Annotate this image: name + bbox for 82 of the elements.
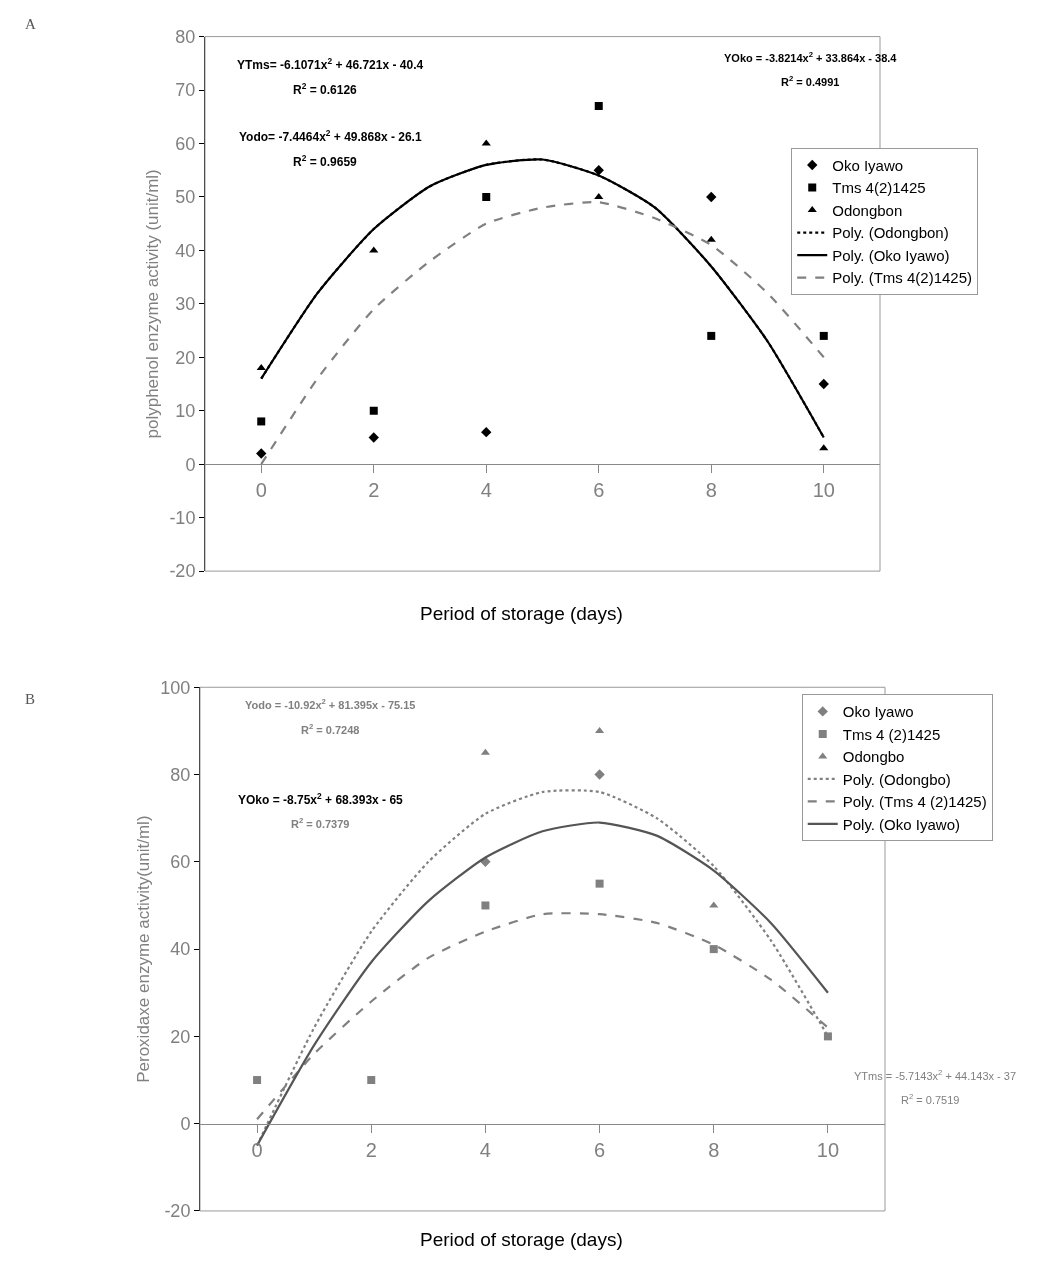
annotation: YOko = -3.8214x$^{2}$ + 33.864x - 38.4: [724, 50, 898, 64]
point: [369, 406, 378, 415]
point: [257, 417, 266, 426]
point: [367, 1076, 376, 1085]
point: [482, 192, 491, 201]
x-tick-label: 10: [816, 1138, 840, 1161]
x-tick-label: 2: [368, 479, 380, 502]
x-tick-label: 6: [594, 1138, 606, 1161]
y-tick-label: -20: [164, 1201, 191, 1222]
point: [709, 945, 718, 954]
legend-label: Poly. (Tms 4(2)1425): [832, 269, 973, 287]
point: [593, 165, 604, 176]
text: A: [25, 16, 36, 32]
y-tick-label: 50: [175, 187, 196, 208]
annotation: R$^{2}$ = 0.9659: [293, 153, 358, 170]
point: [706, 191, 717, 203]
legend-label: Tms 4(2)1425: [832, 179, 926, 197]
y-axis-title: polyphenol enzyme activity (unit/ml): [142, 169, 162, 439]
y-tick-label: 80: [175, 26, 196, 47]
x-tick-label: 4: [479, 1138, 491, 1161]
point: [256, 448, 267, 459]
point: [595, 879, 604, 888]
x-tick-label: 0: [251, 1138, 263, 1161]
y-tick-label: 60: [175, 133, 196, 154]
annotation: R$^{2}$ = 0.4991: [781, 74, 840, 88]
point: [707, 331, 716, 340]
legend-label: Odongbo: [842, 748, 905, 766]
legend-label: Poly. (Odongbon): [832, 224, 949, 242]
point: [706, 235, 716, 242]
x-tick-label: 6: [593, 479, 605, 502]
legend-label: Odongbon: [832, 201, 903, 219]
point: [819, 444, 829, 451]
y-tick-label: 10: [175, 401, 196, 422]
annotation: Yodo= -7.4464x$^{2}$ + 49.868x - 26.1: [239, 128, 422, 145]
annotation: YTms = -5.7143x$^{2}$ + 44.143x - 37: [854, 1068, 1017, 1082]
annotation: YOko = -8.75x$^{2}$ + 68.393x - 65: [238, 791, 404, 808]
point: [368, 432, 379, 443]
annotation: YTms= -6.1071x$^{2}$ + 46.721x - 40.4: [237, 56, 424, 73]
legend-label: Tms 4 (2)1425: [842, 725, 941, 743]
x-tick-label: 8: [708, 1138, 720, 1161]
y-tick-label: 20: [175, 347, 196, 368]
y-axis-title: Peroxidaxe enzyme activity(unit/ml): [133, 815, 153, 1083]
legend-label: Poly. (Tms 4 (2)1425): [842, 793, 987, 811]
y-tick-label: 30: [175, 294, 196, 315]
legend-label: Poly. (Oko Iyawo): [832, 246, 950, 264]
point: [819, 331, 828, 340]
annotation: Yodo = -10.92x$^{2}$ + 81.395x - 75.15: [245, 697, 416, 711]
legend-label: Oko Iyawo: [832, 156, 904, 174]
text: B: [25, 691, 36, 707]
y-tick-label: 80: [170, 764, 191, 785]
point: [481, 901, 490, 910]
annotation: R$^{2}$ = 0.6126: [293, 81, 358, 98]
x-tick-label: 8: [705, 479, 717, 502]
text: R$^{2}$ = 0.7519: [901, 1092, 960, 1106]
y-tick-label: -20: [169, 561, 196, 582]
y-tick-label: -10: [169, 507, 196, 528]
legend-label: Oko Iyawo: [842, 703, 914, 721]
annotation: R$^{2}$ = 0.7248: [301, 722, 360, 736]
x-tick-label: 10: [812, 479, 835, 502]
y-tick-label: 70: [175, 80, 196, 101]
x-tick-label: 0: [255, 479, 267, 502]
y-tick-label: 40: [175, 240, 196, 261]
y-tick-label: 40: [170, 939, 191, 960]
y-tick-label: 60: [170, 852, 191, 873]
x-axis-title: Period of storage (days): [420, 1229, 623, 1250]
point: [256, 363, 266, 370]
legend-label: Poly. (Odongbo): [842, 770, 951, 788]
y-tick-label: 100: [160, 677, 191, 698]
x-tick-label: 4: [480, 479, 492, 502]
x-axis-title: Period of storage (days): [420, 603, 623, 624]
point: [594, 769, 605, 780]
y-tick-label: 0: [185, 454, 196, 475]
point: [818, 378, 829, 390]
x-tick-label: 2: [365, 1138, 377, 1161]
point: [253, 1076, 262, 1085]
legend-label: Poly. (Oko Iyawo): [842, 815, 960, 833]
y-tick-label: 0: [180, 1113, 191, 1134]
point: [594, 192, 604, 199]
point: [594, 102, 603, 111]
y-tick-label: 20: [170, 1026, 191, 1047]
annotation: R$^{2}$ = 0.7379: [291, 816, 350, 830]
point: [481, 426, 492, 438]
